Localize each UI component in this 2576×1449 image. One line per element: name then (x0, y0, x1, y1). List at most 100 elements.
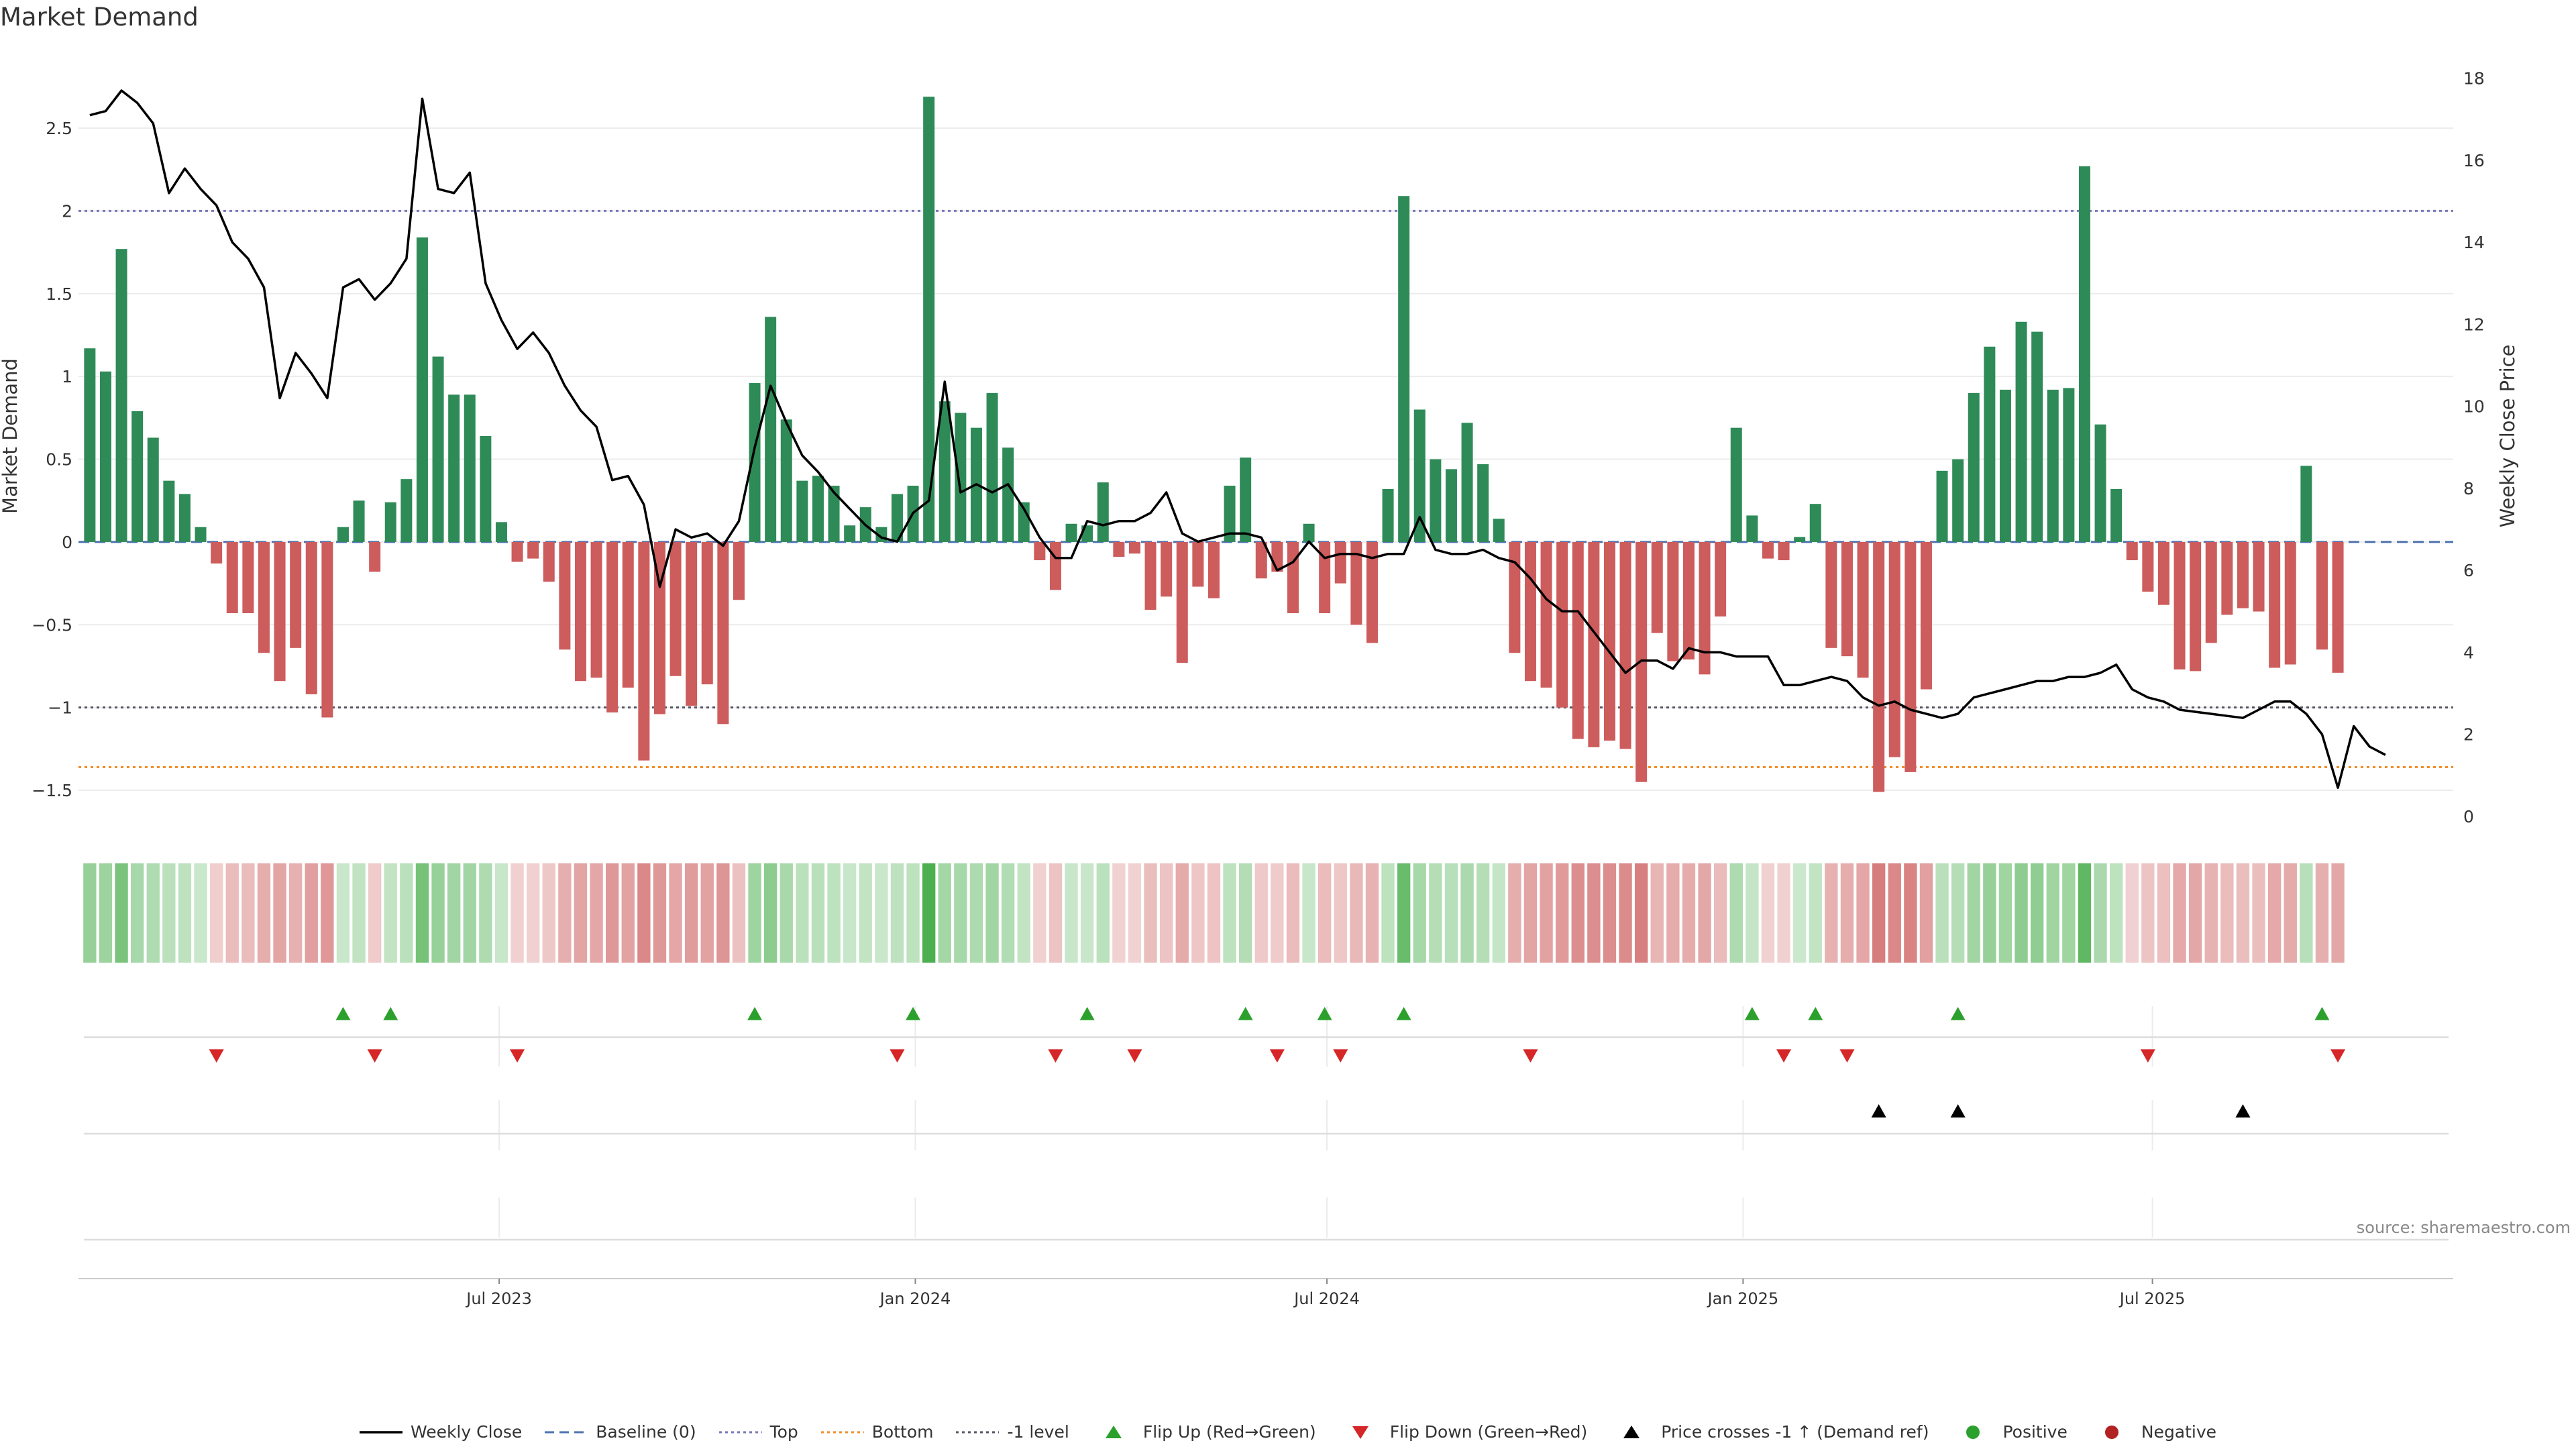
positive-demand-bar (163, 480, 175, 542)
heat-cell (273, 863, 286, 963)
positive-demand-bar (955, 413, 967, 542)
negative-demand-bar (1176, 541, 1188, 663)
negative-demand-bar (686, 541, 698, 706)
heat-cell (1825, 863, 1838, 963)
demand-heat-strip (83, 863, 2345, 963)
legend-item: Flip Up (Red→Green) (1092, 1422, 1316, 1442)
legend-label: -1 level (1007, 1422, 1069, 1442)
heat-cell (2220, 863, 2234, 963)
legend-item: -1 level (956, 1422, 1069, 1442)
heat-cell (1350, 863, 1363, 963)
positive-demand-bar (812, 476, 824, 542)
negative-demand-bar (2142, 541, 2154, 592)
negative-demand-bar (2237, 541, 2249, 608)
positive-demand-bar (99, 371, 111, 542)
negative-demand-bar (2190, 541, 2202, 672)
y-tick-label: 1.5 (46, 284, 72, 304)
heat-cell (400, 863, 413, 963)
heat-cell (590, 863, 603, 963)
negative-demand-bar (574, 541, 586, 682)
y-tick-label: −1.5 (32, 781, 72, 800)
heat-cell (2094, 863, 2107, 963)
negative-demand-bar (1762, 541, 1774, 559)
heat-cell (1033, 863, 1046, 963)
negative-demand-bar (2332, 541, 2344, 673)
dot-green-icon (1951, 1424, 1994, 1440)
heat-cell (605, 863, 619, 963)
negative-demand-bar (1699, 541, 1711, 675)
heat-cell (1998, 863, 2012, 963)
positive-demand-bar (891, 494, 903, 542)
positive-demand-bar (400, 479, 413, 542)
positive-demand-bar (2063, 388, 2075, 542)
triangle-up-black-icon (1610, 1424, 1653, 1440)
negative-demand-bar (606, 541, 619, 713)
flip-down-marker (367, 1049, 382, 1063)
heat-cell (1540, 863, 1553, 963)
price-line (89, 89, 2386, 789)
negative-demand-bar (701, 541, 713, 685)
heat-cell (1713, 863, 1727, 963)
heat-cell (2125, 863, 2139, 963)
heat-cell (431, 863, 445, 963)
heat-cell (732, 863, 746, 963)
heat-cell (1650, 863, 1664, 963)
negative-demand-bar (2221, 541, 2233, 615)
negative-demand-bar (242, 541, 254, 614)
heat-cell (2109, 863, 2123, 963)
positive-demand-bar (1746, 515, 1758, 542)
heat-cell (1967, 863, 1980, 963)
heat-cell (684, 863, 698, 963)
heat-cell (321, 863, 334, 963)
negative-demand-bar (1825, 541, 1837, 648)
negative-demand-bar (1588, 541, 1600, 747)
negative-demand-bar (1509, 541, 1521, 653)
positive-demand-bar (765, 317, 777, 542)
positive-demand-bar (1240, 458, 1252, 542)
heat-cell (178, 863, 192, 963)
y2-tick-label: 4 (2463, 643, 2474, 662)
heat-cell (1444, 863, 1458, 963)
positive-demand-bar (1224, 486, 1236, 542)
heat-cell (1792, 863, 1807, 963)
heat-cell (1096, 863, 1110, 963)
negative-demand-bar (2157, 541, 2169, 605)
negative-demand-bar (511, 541, 523, 562)
heat-cell (1603, 863, 1617, 963)
heat-cell (2236, 863, 2250, 963)
negative-demand-bar (321, 541, 333, 718)
positive-demand-bar (1002, 447, 1014, 542)
positive-demand-bar (1430, 459, 1442, 542)
negative-demand-bar (1287, 541, 1299, 614)
negative-demand-bar (1778, 541, 1790, 561)
flip-down-marker (1523, 1049, 1538, 1063)
heat-cell (305, 863, 318, 963)
heat-cell (1207, 863, 1221, 963)
heat-cell (1144, 863, 1157, 963)
y-tick-label: −1 (48, 698, 72, 718)
heat-cell (2173, 863, 2186, 963)
source-note: source: sharemaestro.com (2356, 1218, 2571, 1237)
heat-cell (241, 863, 255, 963)
positive-demand-bar (84, 348, 96, 542)
negative-demand-bar (559, 541, 571, 650)
legend-item: Top (718, 1422, 798, 1442)
dash-line-icon (545, 1424, 588, 1440)
y-tick-label: −0.5 (32, 615, 72, 635)
y2-tick-label: 14 (2463, 233, 2485, 252)
flip-up-marker (1744, 1007, 1760, 1020)
heat-cell (1286, 863, 1300, 963)
x-tick-label: Jul 2024 (1293, 1289, 1360, 1308)
x-tick-label: Jan 2024 (879, 1289, 951, 1308)
legend-label: Weekly Close (410, 1422, 523, 1442)
heat-cell (2331, 863, 2345, 963)
dot-line-dark-icon (956, 1424, 1000, 1440)
y2-tick-label: 8 (2463, 479, 2474, 498)
heat-cell (2204, 863, 2218, 963)
negative-demand-bar (2269, 541, 2281, 668)
positive-demand-bar (828, 486, 840, 542)
negative-demand-bar (1113, 541, 1125, 557)
negative-demand-bar (1619, 541, 1631, 749)
positive-demand-bar (1936, 470, 1948, 542)
flip-down-marker (1776, 1049, 1792, 1063)
